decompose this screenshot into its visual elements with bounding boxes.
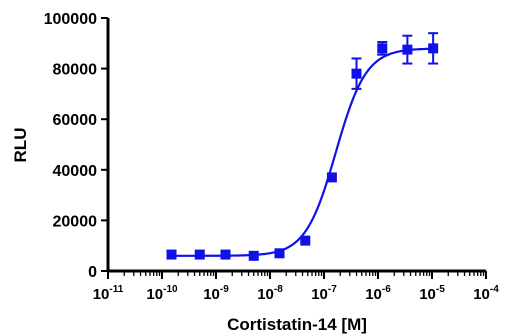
data-point-square <box>194 249 205 260</box>
data-point-square <box>220 249 231 260</box>
x-tick-label: 10-4 <box>473 284 499 303</box>
x-tick-label: 10-5 <box>419 284 445 303</box>
x-tick-exponent: -11 <box>109 284 123 295</box>
data-point-square <box>428 43 439 54</box>
x-tick-label: 10-7 <box>311 284 337 303</box>
x-tick-exponent: -6 <box>382 284 391 295</box>
data-point-square <box>377 43 388 54</box>
data-point-square <box>166 249 177 260</box>
data-point-square <box>248 250 259 261</box>
data-point-square <box>274 248 285 259</box>
x-tick-base: 10 <box>311 286 328 303</box>
axes-layer <box>106 18 486 273</box>
y-ticks-layer: 0 20000 40000 60000 80000 100000 <box>44 11 108 281</box>
x-tick-exponent: -7 <box>328 284 337 295</box>
y-tick-label: 100000 <box>44 11 97 28</box>
x-tick-base: 10 <box>93 286 110 303</box>
x-tick-base: 10 <box>203 286 220 303</box>
x-tick-base: 10 <box>257 286 274 303</box>
data-point-square <box>402 44 413 55</box>
x-tick-base: 10 <box>146 286 163 303</box>
x-tick-exponent: -5 <box>436 284 445 295</box>
x-tick-exponent: -4 <box>490 284 499 295</box>
x-tick-exponent: -8 <box>274 284 283 295</box>
x-axis-title: Cortistatin-14 [M] <box>227 315 367 334</box>
y-tick-label: 0 <box>88 264 97 281</box>
fit-curve-layer <box>171 47 434 257</box>
x-tick-label: 10-9 <box>203 284 229 303</box>
y-axis-title: RLU <box>11 128 30 163</box>
x-tick-label: 10-10 <box>146 284 178 303</box>
x-tick-label: 10-8 <box>257 284 283 303</box>
data-point-square <box>300 235 311 246</box>
y-tick-label: 60000 <box>53 112 98 129</box>
y-tick-label: 80000 <box>53 62 98 79</box>
x-tick-label: 10-6 <box>365 284 391 303</box>
x-tick-exponent: -9 <box>220 284 229 295</box>
data-point-square <box>326 172 337 183</box>
data-point-square <box>351 68 362 79</box>
fit-curve-line <box>171 47 434 257</box>
data-points-layer <box>166 32 439 261</box>
x-tick-base: 10 <box>473 286 490 303</box>
x-tick-base: 10 <box>419 286 436 303</box>
x-tick-exponent: -10 <box>163 284 178 295</box>
x-tick-base: 10 <box>365 286 382 303</box>
x-tick-label: 10-11 <box>93 284 124 303</box>
y-tick-label: 20000 <box>53 213 98 230</box>
y-tick-label: 40000 <box>53 163 98 180</box>
x-ticks-layer: 10-11 10-10 10-9 10-8 10-7 10-6 10-5 10-4 <box>93 271 499 303</box>
